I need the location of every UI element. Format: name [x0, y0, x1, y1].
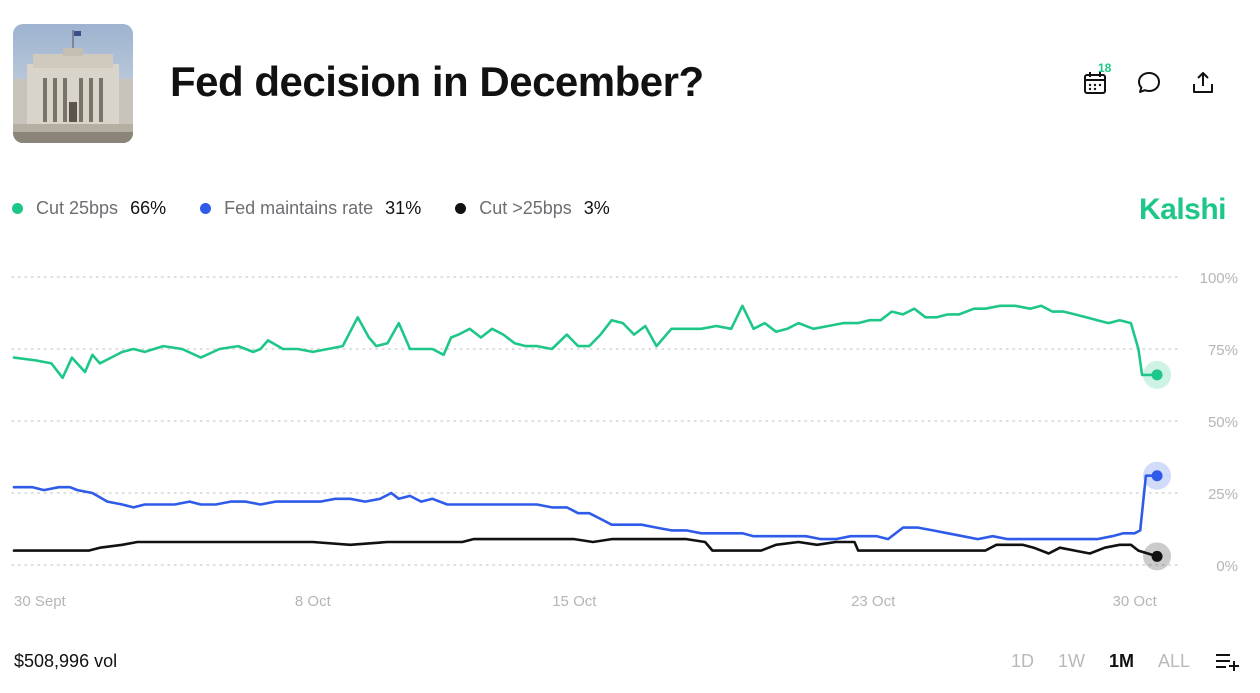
legend-value: 3% [583, 198, 610, 218]
legend-item-cut-gt-25bps[interactable]: Cut >25bps 3% [455, 198, 610, 219]
legend-name: Cut >25bps [479, 198, 572, 218]
series-endpoint-dot [1151, 550, 1163, 562]
legend-name: Fed maintains rate [224, 198, 374, 218]
series-endpoint-dot [1151, 369, 1163, 381]
legend-name: Cut 25bps [36, 198, 119, 218]
legend-value: 31% [385, 198, 422, 218]
x-tick-label: 15 Oct [552, 593, 597, 610]
probability-line-chart: 100% 75% 50% 25% 0% 30 Sept 8 Oct 15 Oct 23 Oct… [11, 270, 1238, 610]
page-title: Fed decision in December? [170, 58, 704, 105]
range-1w[interactable]: 1W [1057, 650, 1085, 671]
calendar-icon [1084, 72, 1106, 94]
legend-item-cut-25bps[interactable]: Cut 25bps 66% [12, 198, 166, 219]
legend-item-fed-maintains-rate[interactable]: Fed maintains rate 31% [200, 198, 421, 219]
y-tick-label: 100% [1200, 270, 1238, 287]
add-series-icon[interactable] [1214, 650, 1240, 672]
x-tick-label: 30 Oct [1113, 593, 1158, 610]
series-endpoints [1143, 360, 1172, 571]
federal-reserve-building-image [13, 24, 133, 143]
y-tick-label: 75% [1208, 342, 1238, 359]
market-thumbnail [13, 24, 133, 143]
legend-value: 66% [130, 198, 167, 218]
chart-series [12, 304, 1159, 558]
series-line-2 [12, 537, 1159, 558]
range-1m[interactable]: 1M [1108, 650, 1134, 671]
legend-dot [12, 203, 23, 214]
y-tick-label: 0% [1216, 558, 1238, 575]
chart-legend: Cut 25bps 66% Fed maintains rate 31% Cut… [12, 198, 610, 219]
x-tick-label: 23 Oct [851, 593, 896, 610]
series-line-0 [12, 304, 1159, 380]
comment-button[interactable] [1132, 66, 1166, 100]
share-button[interactable] [1186, 66, 1220, 100]
y-tick-label: 50% [1208, 414, 1238, 431]
x-tick-label: 8 Oct [295, 593, 332, 610]
range-all[interactable]: ALL [1157, 650, 1190, 671]
range-1d[interactable]: 1D [1010, 650, 1034, 671]
legend-dot [200, 203, 212, 214]
y-tick-label: 25% [1208, 486, 1238, 503]
calendar-badge: 18 [1098, 61, 1112, 75]
share-icon [1193, 72, 1213, 93]
series-endpoint-dot [1151, 470, 1163, 482]
calendar-button[interactable] [1078, 66, 1112, 100]
y-axis-ticks: 100% 75% 50% 25% 0% [1200, 270, 1238, 575]
legend-dot [455, 203, 467, 214]
x-tick-label: 30 Sept [14, 593, 67, 610]
x-axis-ticks: 30 Sept 8 Oct 15 Oct 23 Oct 30 Oct [14, 593, 1158, 610]
kalshi-logo: Kalshi [1138, 193, 1227, 226]
series-line-1 [12, 474, 1159, 541]
volume-label: $508,996 vol [14, 651, 118, 671]
chart-gridlines [11, 276, 1181, 566]
time-range-selector: 1D 1W 1M ALL [1011, 650, 1240, 672]
comment-icon [1138, 72, 1160, 93]
